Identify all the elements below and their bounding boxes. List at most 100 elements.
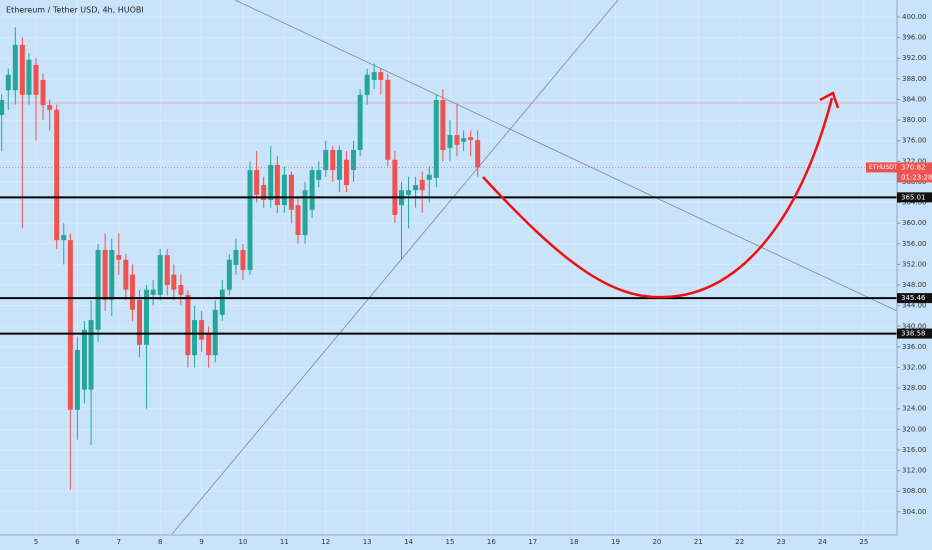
candle-body <box>351 149 357 171</box>
trendline-down <box>234 0 898 312</box>
candle-body <box>116 255 122 260</box>
x-tick-label: 24 <box>818 538 827 546</box>
y-tick-label: 316.00 <box>902 446 927 454</box>
candle-body <box>461 138 467 142</box>
symbol-box <box>866 162 897 173</box>
y-tick-label: 348.00 <box>902 281 927 289</box>
candle-body <box>406 190 412 195</box>
y-tick-label: 360.00 <box>902 219 927 227</box>
y-tick-label: 320.00 <box>902 425 927 433</box>
x-tick-label: 23 <box>777 538 786 546</box>
level-label: 345.46 <box>901 294 926 302</box>
candle-body <box>12 44 18 91</box>
y-tick-label: 336.00 <box>902 343 927 351</box>
trendline-up <box>171 0 619 535</box>
y-tick-label: 388.00 <box>902 75 927 83</box>
candle-body <box>378 72 384 80</box>
candle-body <box>95 249 101 330</box>
candle-body <box>33 64 39 95</box>
candle-body <box>185 294 191 356</box>
candle-body <box>268 164 274 200</box>
candle-body <box>392 159 398 215</box>
candle-body <box>240 249 246 271</box>
candle-body <box>206 334 212 356</box>
candle-body <box>281 174 287 206</box>
x-tick-label: 7 <box>117 538 121 546</box>
last-price-box <box>897 162 932 183</box>
x-tick-label: 22 <box>735 538 744 546</box>
candle-body <box>433 99 439 178</box>
candle-body <box>364 74 370 95</box>
grid <box>0 0 897 535</box>
level-label: 338.58 <box>901 330 926 338</box>
candle-body <box>343 159 349 186</box>
x-tick-label: 6 <box>75 538 80 546</box>
y-tick-label: 392.00 <box>902 54 927 62</box>
arrow-head <box>819 91 840 109</box>
candle-body <box>164 255 170 286</box>
candle-body <box>81 329 87 390</box>
candle-body <box>330 149 336 171</box>
y-tick-label: 384.00 <box>902 95 927 103</box>
candle-body <box>150 289 156 295</box>
x-tick-label: 11 <box>280 538 289 546</box>
x-tick-label: 19 <box>611 538 620 546</box>
candle-body <box>413 185 419 191</box>
candle-body <box>475 140 481 168</box>
level-label-box <box>897 293 932 304</box>
y-tick-label: 400.00 <box>902 13 927 21</box>
candle-body <box>88 320 94 390</box>
x-tick-label: 20 <box>652 538 661 546</box>
candle-body <box>136 299 142 345</box>
candle-body <box>295 205 301 236</box>
candle-body <box>40 79 46 106</box>
candle-body <box>171 274 177 290</box>
candle-body <box>288 174 294 210</box>
level-label-box <box>897 328 932 339</box>
projection-curve <box>482 97 834 299</box>
candle-body <box>274 164 280 206</box>
candle-body <box>371 72 377 80</box>
x-tick-label: 10 <box>239 538 248 546</box>
candle-body <box>0 99 5 115</box>
x-tick-label: 18 <box>570 538 579 546</box>
x-tick-label: 5 <box>34 538 38 546</box>
y-tick-label: 396.00 <box>902 34 927 42</box>
x-tick-label: 15 <box>445 538 454 546</box>
y-tick-label: 380.00 <box>902 116 927 124</box>
countdown-label: 01:23:28 <box>901 173 932 181</box>
candle-body <box>61 235 67 241</box>
x-tick-label: 25 <box>859 538 868 546</box>
candle-body <box>102 249 108 300</box>
symbol-label: ETHUSDT <box>869 164 898 171</box>
x-tick-label: 17 <box>528 538 537 546</box>
y-tick-label: 304.00 <box>902 508 927 516</box>
candle-body <box>54 109 60 241</box>
chart-title: Ethereum / Tether USD, 4h, HUOBI <box>6 6 144 15</box>
candle-body <box>316 170 322 180</box>
candle-body <box>233 249 239 265</box>
candle-body <box>454 135 460 145</box>
x-tick-label: 21 <box>694 538 703 546</box>
candle-body <box>426 174 432 180</box>
y-tick-label: 308.00 <box>902 487 927 495</box>
x-tick-label: 16 <box>487 538 496 546</box>
y-tick-label: 332.00 <box>902 363 927 371</box>
candle-body <box>261 185 267 200</box>
candle-body <box>357 94 363 150</box>
y-tick-label: 340.00 <box>902 322 927 330</box>
y-tick-label: 352.00 <box>902 260 927 268</box>
candle-body <box>302 190 308 236</box>
candle-body <box>199 320 205 340</box>
candle-body <box>192 320 198 356</box>
last-price-label: 370.82 <box>901 163 926 171</box>
level-label-box <box>897 192 932 203</box>
candle-body <box>323 149 329 171</box>
x-tick-label: 14 <box>404 538 413 546</box>
y-tick-label: 344.00 <box>902 302 927 310</box>
candle-body <box>309 170 315 210</box>
candle-body <box>47 105 53 110</box>
